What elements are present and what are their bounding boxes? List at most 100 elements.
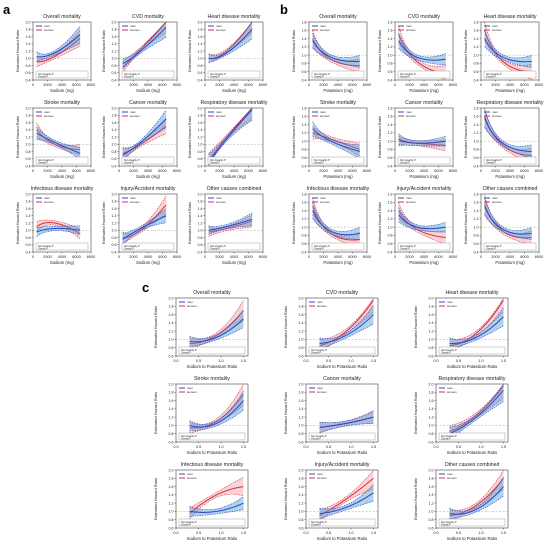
x-tick-label: 0.5	[456, 531, 461, 535]
x-tick-label: 6000	[520, 169, 528, 173]
legend-label-women: women	[406, 28, 416, 32]
subplot-title: Cancer mortality	[405, 100, 443, 106]
y-tick-label: 1.2	[299, 329, 304, 333]
x-axis-label: Sodium (mg)	[136, 174, 161, 179]
y-tick-label: 0.6	[429, 526, 434, 530]
nonlinearity-label: Non-linearity P	[486, 159, 502, 162]
y-tick-label: 1.2	[26, 49, 31, 53]
subplot-title: Heart disease mortality	[445, 290, 498, 296]
men-ci-upper	[36, 25, 81, 55]
nonlinearity-label: Non-linearity P	[486, 73, 502, 76]
x-tick-label: 4000	[144, 169, 152, 173]
legend-label-women: women	[492, 28, 502, 32]
y-axis-label: Estimated Hazard Ratio	[101, 115, 106, 158]
x-tick-label: 2000	[491, 83, 499, 87]
plot-frame	[32, 193, 92, 253]
y-tick-label: 1.8	[112, 28, 117, 32]
x-tick-label: 0	[308, 255, 310, 259]
legend-label-women: women	[320, 200, 330, 204]
men-ci-band	[36, 26, 81, 62]
nonlinearity-label: Non-linearity P	[311, 521, 327, 524]
x-tick-label: 0	[308, 83, 310, 87]
x-tick-label: 4000	[506, 255, 514, 259]
men-series-line	[449, 486, 504, 515]
women-series-line	[449, 385, 504, 433]
x-axis-label: Sodium (mg)	[136, 260, 161, 265]
p-value-frame	[397, 70, 451, 79]
plot-frame	[118, 193, 178, 253]
men-ci-lower	[484, 127, 532, 159]
y-tick-label: 1.0	[388, 139, 393, 143]
y-tick-label: 2.0	[112, 192, 117, 196]
x-tick-label: 8000	[259, 169, 267, 173]
nonlinearity-label: Non-linearity P	[486, 245, 502, 248]
overall-label: Overall P	[400, 247, 410, 250]
men-ci-lower	[36, 230, 81, 237]
y-tick-label: 1.0	[429, 510, 434, 514]
x-tick-label: 2000	[215, 83, 223, 87]
x-tick-label: 2000	[491, 255, 499, 259]
y-tick-label: 2.0	[169, 296, 174, 300]
p-value-frame	[308, 432, 376, 441]
women-ci-upper	[449, 383, 504, 426]
y-tick-label: 1.4	[429, 321, 434, 325]
men-ci-lower	[36, 139, 81, 160]
y-tick-label: 1.4	[198, 42, 203, 46]
men-ci-upper	[449, 476, 504, 512]
y-axis-label: Estimated Hazard Ratio	[463, 29, 468, 72]
men-series-line	[398, 40, 446, 61]
women-series-line	[484, 204, 532, 239]
y-tick-label: 1.6	[474, 201, 479, 205]
x-tick-label: 2000	[319, 255, 327, 259]
legend-label-men: men	[447, 386, 453, 390]
y-tick-label: 1.2	[198, 135, 203, 139]
x-tick-label: 0.5	[326, 531, 331, 535]
y-tick-label: 1.2	[302, 45, 307, 49]
y-tick-label: 1.6	[388, 201, 393, 205]
legend-label-men: men	[216, 24, 222, 28]
legend-label-men: men	[317, 300, 323, 304]
x-axis-label: Sodium to Potassium Ratio	[317, 450, 368, 455]
y-tick-label: 1.8	[388, 20, 393, 24]
women-ci-band	[189, 300, 244, 350]
x-tick-label: 2000	[319, 83, 327, 87]
nonlinearity-label: Non-linearity P	[210, 245, 226, 248]
y-tick-label: 1.8	[169, 477, 174, 481]
nonlinearity-label: Non-linearity P	[181, 435, 197, 438]
x-axis-label: Sodium to Potassium Ratio	[187, 536, 238, 541]
women-ci-upper	[189, 300, 244, 340]
x-tick-label: 0	[204, 169, 206, 173]
women-ci-lower	[122, 213, 167, 244]
x-axis-label: Sodium (mg)	[50, 88, 75, 93]
men-ci-band	[484, 109, 532, 159]
x-tick-label: 4000	[58, 255, 66, 259]
women-ci-upper	[484, 21, 532, 66]
subplot-title: Other causes combined	[207, 186, 262, 192]
y-tick-label: 1.6	[26, 121, 31, 125]
y-tick-label: 1.8	[26, 28, 31, 32]
women-ci-upper	[319, 469, 374, 511]
y-tick-label: 1.6	[198, 121, 203, 125]
p-value-frame	[438, 346, 506, 355]
y-tick-label: 0.8	[474, 148, 479, 152]
plot-frame	[305, 297, 379, 357]
y-tick-label: 0.6	[169, 440, 174, 444]
x-tick-label: 0.0	[173, 531, 178, 535]
x-axis-label: Potassium (mg)	[409, 88, 439, 93]
y-tick-label: 0.8	[302, 148, 307, 152]
y-tick-label: 2.0	[429, 382, 434, 386]
y-tick-label: 0.8	[26, 64, 31, 68]
y-tick-label: 2.0	[169, 468, 174, 472]
x-tick-label: 0	[118, 83, 120, 87]
men-ci-lower	[484, 46, 532, 68]
y-tick-label: 0.8	[169, 346, 174, 350]
x-tick-label: 0.5	[196, 445, 201, 449]
